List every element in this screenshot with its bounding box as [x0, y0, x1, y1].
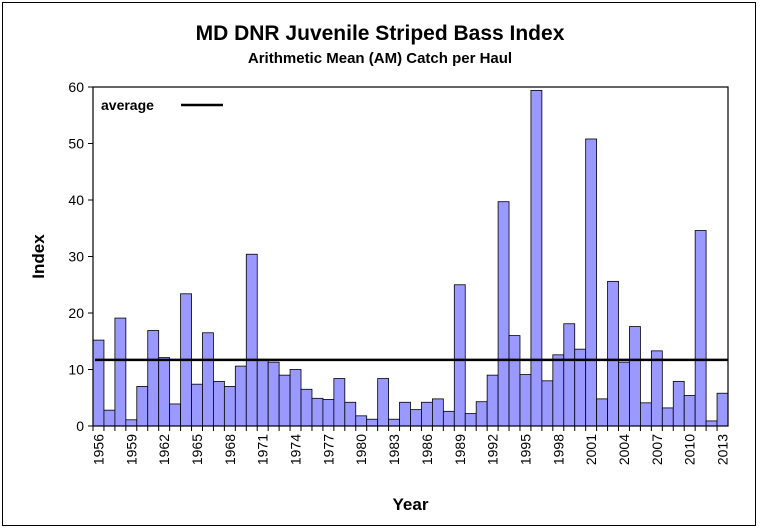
- bar-2013: [716, 392, 729, 427]
- bar-1965: [191, 383, 203, 427]
- x-tick-label: 2010: [682, 434, 698, 465]
- bar-2003: [607, 280, 619, 427]
- bar-1973: [278, 374, 291, 427]
- bar-1977: [322, 399, 335, 427]
- bar-1979: [344, 401, 357, 427]
- x-tick-label: 1989: [452, 434, 468, 465]
- bar-1978: [333, 378, 346, 427]
- bar-1974: [289, 369, 302, 427]
- x-tick-label: 1959: [123, 434, 139, 465]
- bar-2001: [585, 138, 598, 427]
- x-tick-label: 1995: [517, 434, 533, 465]
- bar-1989: [453, 284, 466, 427]
- bar-1961: [147, 330, 160, 427]
- y-tick-label: 0: [76, 418, 84, 434]
- bar-1976: [311, 397, 324, 427]
- bar-1971: [256, 358, 269, 427]
- x-tick-label: 1956: [90, 434, 106, 465]
- legend-label: average: [101, 97, 154, 113]
- bar-1994: [508, 335, 521, 427]
- x-tick-label: 1986: [419, 434, 435, 465]
- bar-1991: [475, 401, 488, 427]
- bar-1998: [552, 354, 565, 427]
- bar-1996: [530, 89, 543, 427]
- x-tick-label: 1968: [222, 434, 238, 465]
- bar-1985: [410, 409, 422, 427]
- bar-1975: [300, 388, 313, 427]
- y-tick-label: 30: [68, 249, 84, 265]
- bar-1967: [213, 380, 225, 427]
- bar-2004: [618, 361, 630, 427]
- bar-2007: [650, 350, 663, 427]
- y-tick-label: 40: [68, 192, 84, 208]
- bar-1993: [497, 201, 510, 427]
- bar-1958: [114, 317, 127, 427]
- x-tick-label: 2004: [616, 434, 632, 465]
- bar-2002: [596, 398, 608, 427]
- x-tick-label: 2007: [649, 434, 665, 465]
- bar-1988: [442, 410, 455, 427]
- bar-1957: [103, 409, 116, 427]
- bar-2012: [705, 420, 718, 427]
- bar-1959: [125, 419, 138, 427]
- x-tick-label: 1980: [353, 434, 369, 465]
- bar-1962: [158, 357, 171, 427]
- bar-1968: [223, 386, 236, 427]
- y-tick-label: 50: [68, 136, 84, 152]
- bar-1970: [245, 253, 258, 427]
- bar-1969: [234, 365, 247, 427]
- bar-1983: [388, 418, 400, 427]
- x-tick-label: 2013: [715, 434, 731, 465]
- x-tick-label: 2001: [583, 434, 599, 465]
- bar-1995: [519, 374, 532, 427]
- y-tick-label: 60: [68, 79, 84, 95]
- bar-1956: [92, 339, 105, 427]
- x-tick-label: 1983: [386, 434, 402, 465]
- bar-1981: [366, 418, 379, 427]
- plot-area-border: [92, 86, 729, 427]
- x-tick-label: 1971: [255, 434, 271, 465]
- bar-1990: [464, 413, 477, 427]
- y-axis-title: Index: [29, 234, 48, 279]
- bar-1980: [355, 415, 368, 427]
- bar-1987: [431, 398, 444, 427]
- chart-subtitle: Arithmetic Mean (AM) Catch per Haul: [247, 50, 513, 67]
- bar-2009: [672, 380, 685, 427]
- bar-2008: [661, 407, 674, 427]
- x-tick-label: 1965: [189, 434, 205, 465]
- x-tick-label: 1974: [288, 434, 304, 465]
- bar-2010: [683, 395, 696, 427]
- bar-2006: [640, 402, 652, 427]
- bar-1972: [267, 361, 280, 427]
- bar-1982: [377, 378, 390, 427]
- bar-1999: [563, 323, 576, 427]
- chart-title: MD DNR Juvenile Striped Bass Index: [195, 22, 565, 45]
- bar-1986: [421, 401, 433, 427]
- x-tick-label: 1977: [320, 434, 336, 465]
- bar-1997: [541, 380, 554, 427]
- bar-1960: [136, 386, 149, 427]
- x-tick-label: 1998: [550, 434, 566, 465]
- y-tick-label: 10: [68, 362, 84, 378]
- x-tick-label: 1962: [156, 434, 172, 465]
- bar-2005: [629, 326, 641, 427]
- bar-1992: [486, 374, 499, 427]
- bar-2011: [694, 230, 707, 427]
- bar-1966: [202, 332, 214, 427]
- x-tick-label: 1992: [485, 434, 501, 465]
- y-tick-label: 20: [68, 305, 84, 321]
- bar-1963: [169, 403, 181, 427]
- bar-1984: [399, 401, 411, 427]
- x-axis-title: Year: [393, 495, 429, 514]
